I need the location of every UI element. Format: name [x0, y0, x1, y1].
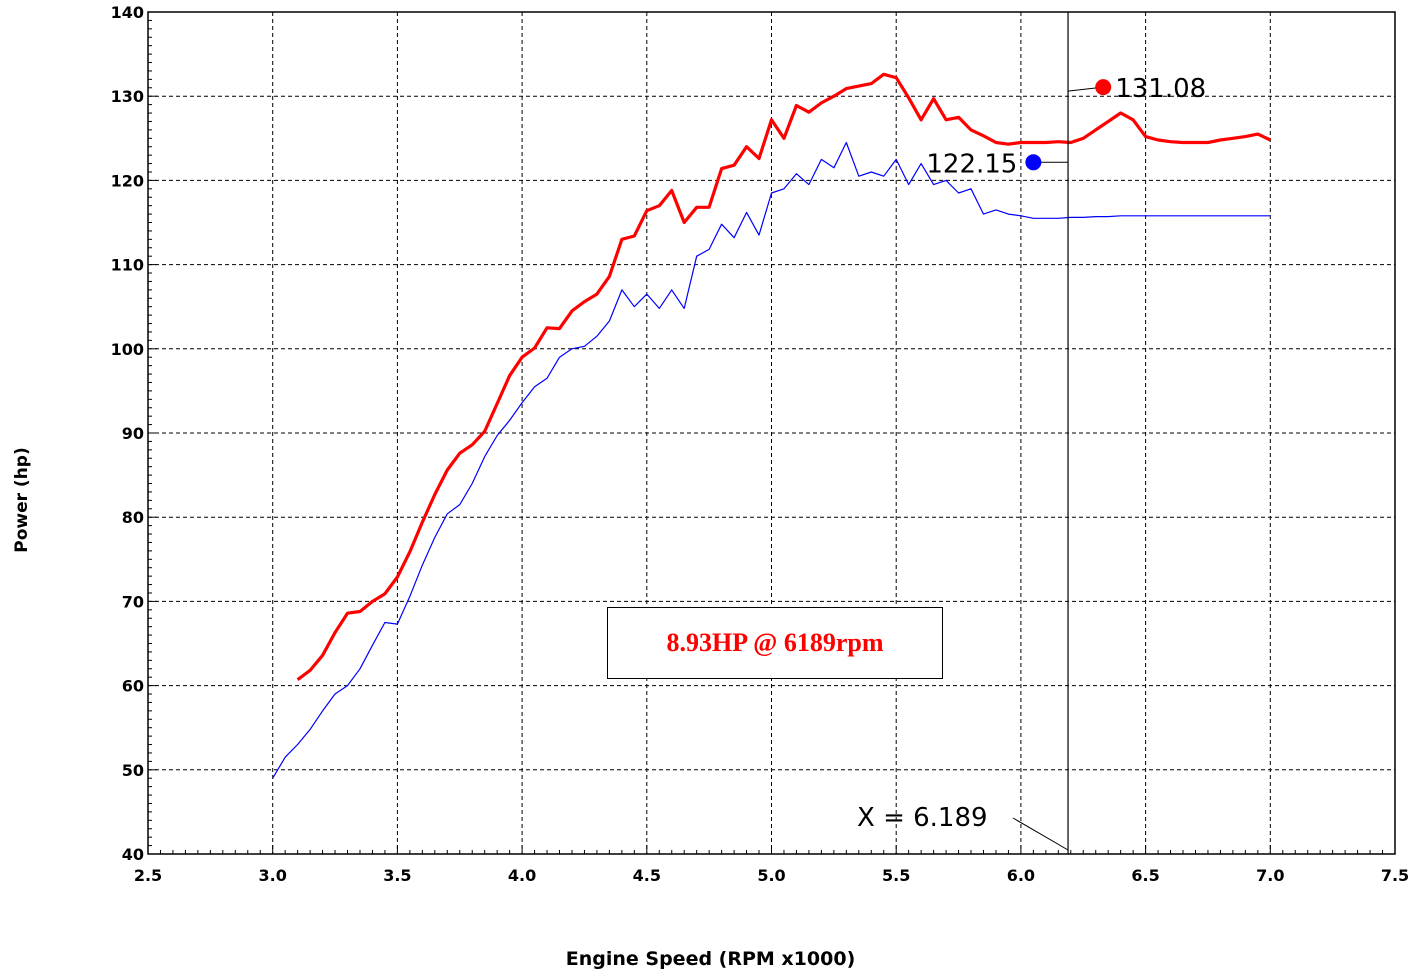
x-axis-label: Engine Speed (RPM x1000)	[565, 948, 856, 970]
y-tick-label: 70	[122, 592, 144, 611]
y-axis-label: Power (hp)	[12, 447, 32, 553]
y-tick-label: 40	[122, 845, 144, 864]
y-tick-label: 110	[111, 256, 144, 275]
y-tick-label: 140	[111, 3, 144, 22]
x-tick-label: 5.0	[757, 866, 785, 885]
x-tick-label: 5.5	[882, 866, 910, 885]
marker-value-label-2: 122.15	[926, 149, 1017, 179]
x-tick-label: 6.0	[1007, 866, 1035, 885]
x-tick-label: 4.5	[633, 866, 661, 885]
cursor-label-leader	[1012, 817, 1069, 851]
series-line-2	[272, 141, 1271, 779]
series-line-1	[296, 72, 1271, 681]
cursor-label: X = 6.189	[857, 803, 988, 833]
x-tick-label: 3.0	[259, 866, 287, 885]
y-tick-label: 100	[111, 340, 144, 359]
y-tick-label: 50	[122, 761, 144, 780]
x-tick-label: 4.0	[508, 866, 536, 885]
y-tick-label: 60	[122, 677, 144, 696]
y-tick-label: 120	[111, 171, 144, 190]
x-tick-label: 3.5	[383, 866, 411, 885]
marker-value-label-1: 131.08	[1115, 74, 1206, 104]
x-tick-label: 7.0	[1256, 866, 1284, 885]
series-marker-2	[1025, 154, 1042, 171]
series-marker-1	[1095, 79, 1112, 96]
power-gain-annotation: 8.93HP @ 6189rpm	[607, 607, 943, 679]
x-tick-label: 6.5	[1131, 866, 1159, 885]
y-tick-label: 80	[122, 508, 144, 527]
x-tick-label: 7.5	[1381, 866, 1409, 885]
y-tick-label: 130	[111, 87, 144, 106]
y-axis-label-wrap: Power (hp)	[2, 340, 42, 660]
power-gain-annotation-text: 8.93HP @ 6189rpm	[666, 628, 884, 657]
y-tick-label: 90	[122, 424, 144, 443]
x-tick-label: 2.5	[134, 866, 162, 885]
